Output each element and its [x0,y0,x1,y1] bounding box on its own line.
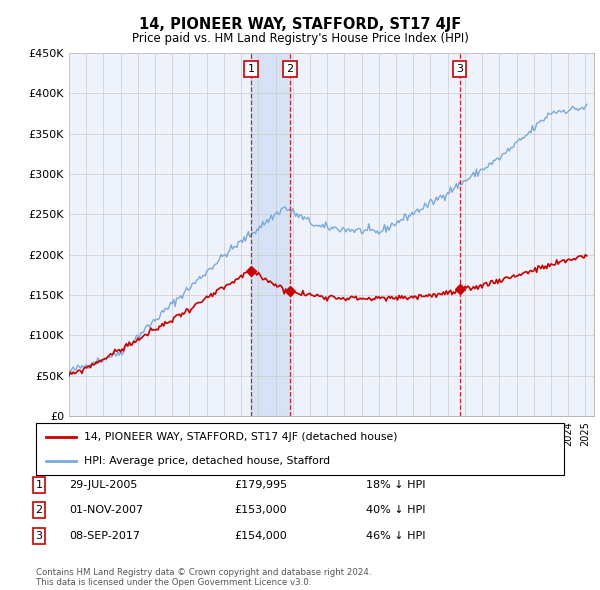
Text: 2: 2 [35,506,43,515]
Text: 2: 2 [286,64,293,74]
Text: HPI: Average price, detached house, Stafford: HPI: Average price, detached house, Staf… [83,457,329,467]
Text: Contains HM Land Registry data © Crown copyright and database right 2024.
This d: Contains HM Land Registry data © Crown c… [36,568,371,587]
Text: Price paid vs. HM Land Registry's House Price Index (HPI): Price paid vs. HM Land Registry's House … [131,32,469,45]
Text: 01-NOV-2007: 01-NOV-2007 [69,506,143,515]
Text: 14, PIONEER WAY, STAFFORD, ST17 4JF (detached house): 14, PIONEER WAY, STAFFORD, ST17 4JF (det… [83,431,397,441]
Text: 08-SEP-2017: 08-SEP-2017 [69,531,140,540]
Text: £153,000: £153,000 [234,506,287,515]
FancyBboxPatch shape [36,423,564,475]
Text: 1: 1 [35,480,43,490]
Text: 1: 1 [247,64,254,74]
Text: 14, PIONEER WAY, STAFFORD, ST17 4JF: 14, PIONEER WAY, STAFFORD, ST17 4JF [139,17,461,31]
Bar [251,53,290,416]
Text: £179,995: £179,995 [234,480,287,490]
Text: 18% ↓ HPI: 18% ↓ HPI [366,480,425,490]
Text: £154,000: £154,000 [234,531,287,540]
Text: 40% ↓ HPI: 40% ↓ HPI [366,506,425,515]
Text: 46% ↓ HPI: 46% ↓ HPI [366,531,425,540]
Text: 3: 3 [35,531,43,540]
Text: 3: 3 [456,64,463,74]
Text: 29-JUL-2005: 29-JUL-2005 [69,480,137,490]
